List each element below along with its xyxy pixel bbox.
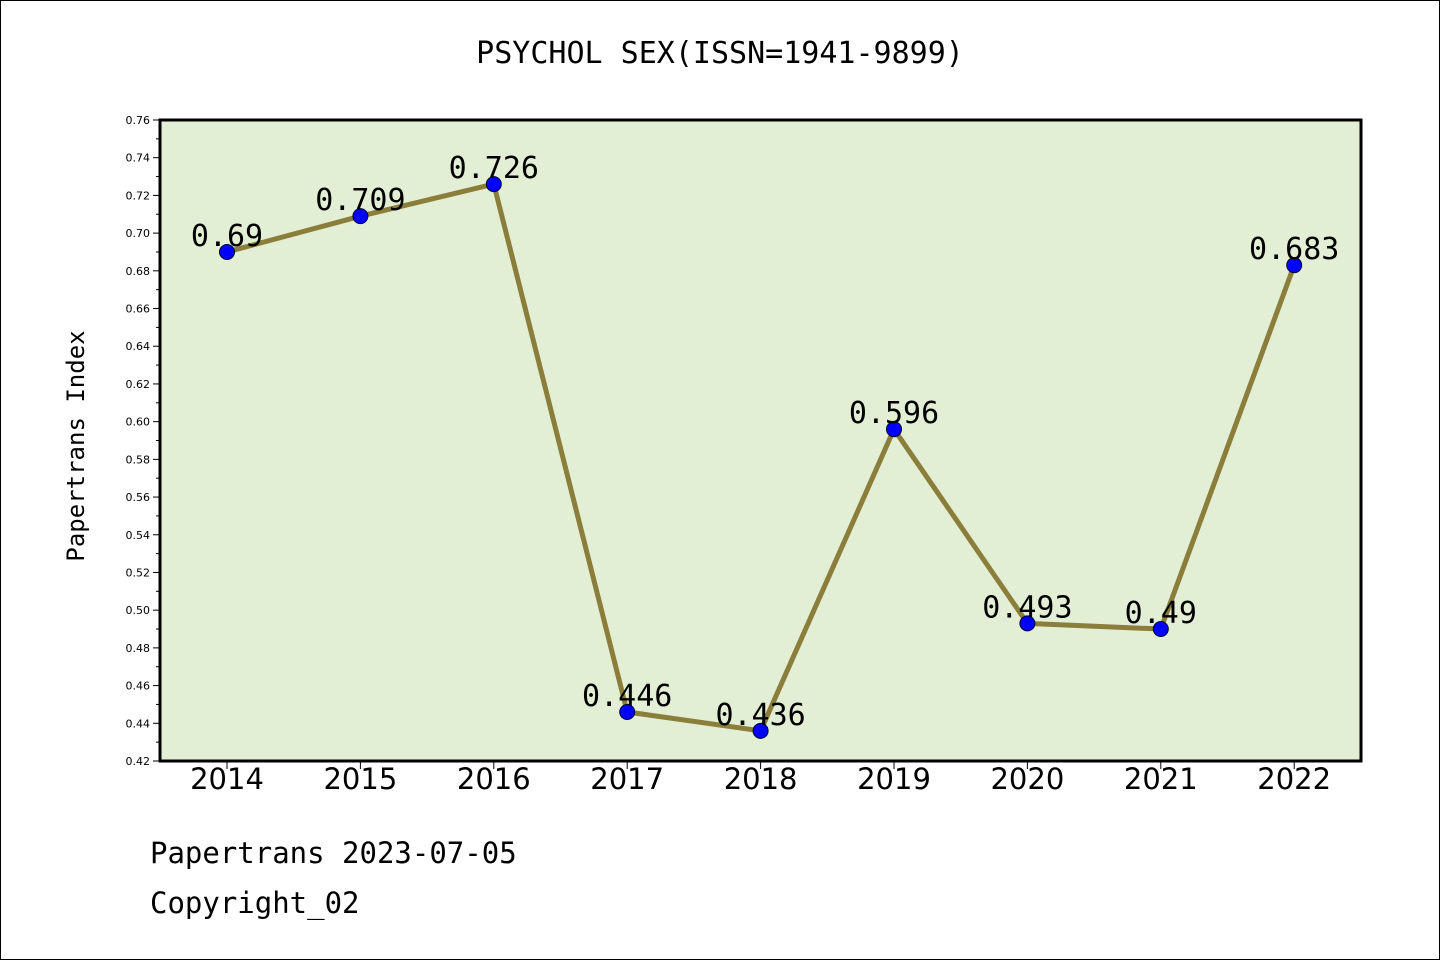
- footer-date: Papertrans 2023-07-05: [150, 836, 517, 870]
- plot-border: [158, 118, 1363, 763]
- plot-area: [160, 120, 1361, 761]
- x-tick-label: 2015: [323, 762, 397, 796]
- y-tick-label: 0.66: [126, 303, 151, 316]
- x-tick-label: 2022: [1257, 762, 1331, 796]
- data-point: [1152, 621, 1169, 638]
- data-label: 0.709: [315, 183, 405, 218]
- y-tick-label: 0.42: [126, 755, 151, 768]
- y-tick-label: 0.72: [126, 189, 151, 202]
- x-tick-label: 2021: [1124, 762, 1198, 796]
- data-label: 0.726: [449, 151, 539, 186]
- y-tick-label: 0.52: [126, 566, 151, 579]
- data-label: 0.596: [849, 396, 939, 431]
- data-point: [352, 208, 369, 225]
- data-label: 0.49: [1125, 596, 1197, 631]
- data-point: [886, 421, 902, 438]
- data-point: [219, 243, 235, 260]
- x-tick-label: 2020: [990, 762, 1064, 796]
- data-label: 0.683: [1249, 232, 1339, 267]
- y-tick-label: 0.62: [126, 378, 151, 391]
- y-tick-label: 0.54: [126, 529, 151, 542]
- data-point: [1019, 615, 1036, 632]
- data-point: [1286, 257, 1303, 274]
- y-tick-label: 0.46: [126, 680, 151, 693]
- x-tick-label: 2016: [457, 762, 531, 796]
- y-tick-label: 0.70: [126, 227, 151, 240]
- chart-title: PSYCHOL SEX(ISSN=1941-9899): [476, 36, 964, 71]
- y-tick-label: 0.58: [126, 453, 151, 466]
- x-tick-label: 2018: [724, 762, 798, 796]
- data-point: [752, 722, 769, 739]
- x-tick-label: 2017: [590, 762, 664, 796]
- x-tick-label: 2019: [857, 762, 931, 796]
- y-tick-label: 0.68: [126, 265, 151, 278]
- data-label: 0.493: [982, 590, 1072, 625]
- data-label: 0.69: [191, 219, 263, 254]
- y-tick-label: 0.50: [126, 604, 151, 617]
- data-point: [619, 703, 636, 720]
- y-tick-label: 0.64: [126, 340, 151, 353]
- y-tick-label: 0.60: [126, 416, 151, 429]
- y-tick-label: 0.48: [126, 642, 151, 655]
- y-tick-label: 0.44: [126, 717, 151, 730]
- data-label: 0.446: [582, 679, 672, 714]
- data-point: [485, 176, 502, 193]
- y-tick-label: 0.74: [126, 152, 151, 165]
- y-tick-label: 0.56: [126, 491, 151, 504]
- y-tick-label: 0.76: [126, 114, 151, 127]
- footer-copyright: Copyright_02: [150, 886, 360, 920]
- data-label: 0.436: [715, 698, 805, 733]
- x-tick-label: 2014: [190, 762, 264, 796]
